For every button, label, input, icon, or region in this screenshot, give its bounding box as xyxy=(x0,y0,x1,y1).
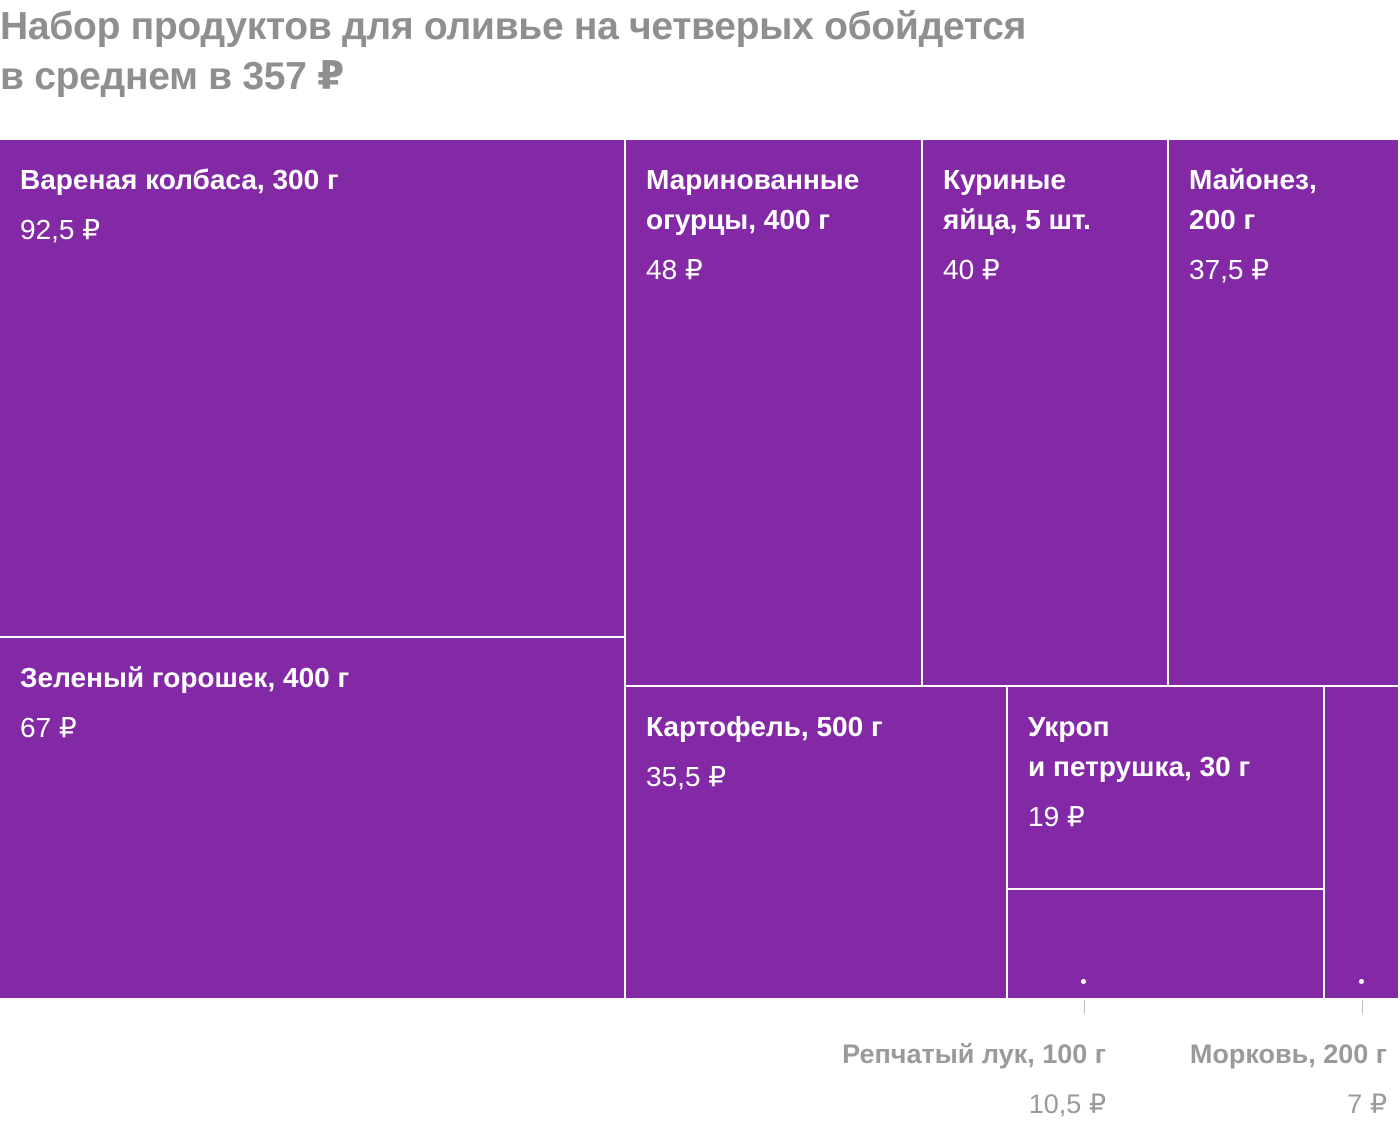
tile-label: Маринованные огурцы, 400 г xyxy=(646,164,860,235)
tile-value: 92,5 ₽ xyxy=(20,214,101,245)
external-label-name: Репчатый лук, 100 г xyxy=(842,1039,1106,1069)
external-label-name: Морковь, 200 г xyxy=(1189,1039,1387,1069)
tile-value: 48 ₽ xyxy=(646,254,703,285)
leader-line-carrot xyxy=(1362,1000,1363,1014)
chart-title: Набор продуктов для оливье на четверых о… xyxy=(0,2,1200,102)
tile-pickled-cucumbers: Маринованные огурцы, 400 г 48 ₽ xyxy=(626,140,923,687)
tile-value: 35,5 ₽ xyxy=(646,761,727,792)
external-label-carrot: Морковь, 200 г 7 ₽ xyxy=(1190,1034,1387,1124)
tile-potatoes: Картофель, 500 г 35,5 ₽ xyxy=(626,687,1008,1000)
tile-dill-parsley: Укроп и петрушка, 30 г 19 ₽ xyxy=(1008,687,1325,890)
treemap: Вареная колбаса, 300 г 92,5 ₽ Зеленый го… xyxy=(0,140,1400,1000)
tile-value: 19 ₽ xyxy=(1028,801,1085,832)
leader-line-onion xyxy=(1084,1000,1085,1014)
tile-value: 40 ₽ xyxy=(943,254,1000,285)
external-label-onion: Репчатый лук, 100 г 10,5 ₽ xyxy=(842,1034,1106,1124)
tile-value: 67 ₽ xyxy=(20,712,77,743)
tile-label: Майонез, 200 г xyxy=(1189,164,1317,235)
tile-green-peas: Зеленый горошек, 400 г 67 ₽ xyxy=(0,638,626,1000)
chart-title-line-1: Набор продуктов для оливье на четверых о… xyxy=(0,5,1027,48)
external-label-value: 10,5 ₽ xyxy=(1028,1089,1106,1119)
tile-carrot xyxy=(1325,687,1400,1000)
tile-mayonnaise: Майонез, 200 г 37,5 ₽ xyxy=(1169,140,1400,687)
leader-dot xyxy=(1359,979,1364,984)
tile-label: Картофель, 500 г xyxy=(646,711,883,742)
external-label-value: 7 ₽ xyxy=(1347,1089,1387,1119)
leader-dot xyxy=(1081,979,1086,984)
tile-boiled-sausage: Вареная колбаса, 300 г 92,5 ₽ xyxy=(0,140,626,638)
tile-onion xyxy=(1008,890,1325,1000)
tile-label: Куриные яйца, 5 шт. xyxy=(943,164,1091,235)
tile-chicken-eggs: Куриные яйца, 5 шт. 40 ₽ xyxy=(923,140,1169,687)
tile-value: 37,5 ₽ xyxy=(1189,254,1270,285)
tile-label: Укроп и петрушка, 30 г xyxy=(1028,711,1251,782)
tile-label: Вареная колбаса, 300 г xyxy=(20,164,339,195)
chart-title-line-2: в среднем в 357 ₽ xyxy=(0,55,344,98)
tile-label: Зеленый горошек, 400 г xyxy=(20,662,350,693)
